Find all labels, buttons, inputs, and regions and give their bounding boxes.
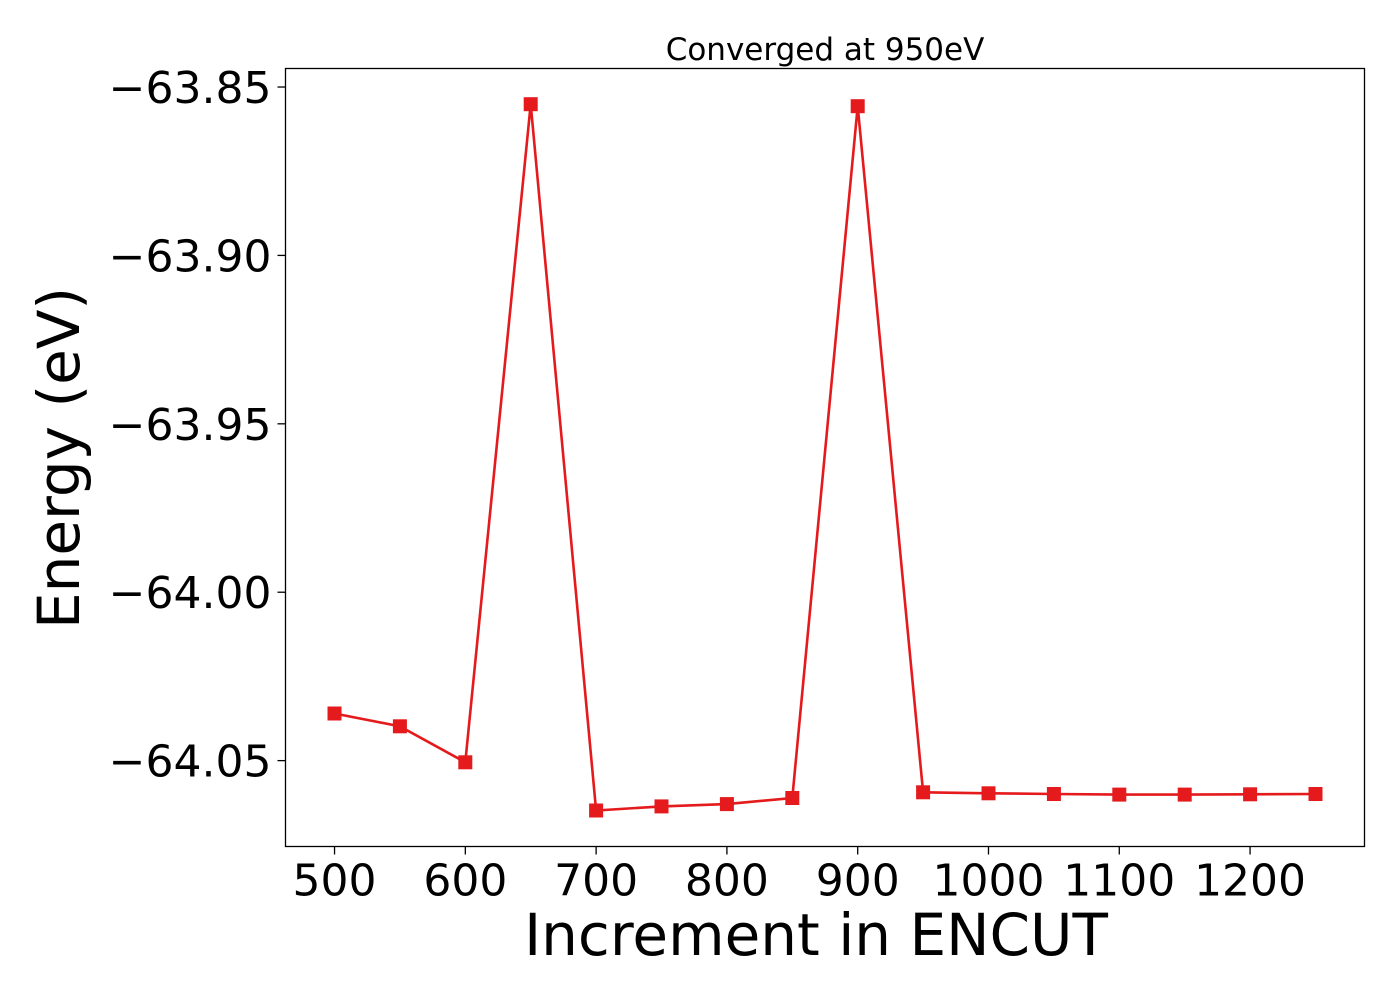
x-tick-label: 700 [554, 856, 638, 907]
x-tick-label: 900 [816, 856, 900, 907]
data-point-marker [1243, 787, 1258, 802]
data-point-marker [458, 755, 473, 770]
data-point-marker [719, 797, 734, 812]
energy-series-markers [327, 97, 1323, 818]
y-axis-ticks: −63.85 −63.90 −63.95 −64.00 −64.05 [109, 63, 286, 788]
data-point-marker [523, 97, 538, 112]
data-point-marker [850, 99, 865, 114]
data-point-marker [1177, 787, 1192, 802]
data-point-marker [392, 719, 407, 734]
data-point-marker [327, 706, 342, 721]
x-tick-label: 800 [685, 856, 769, 907]
data-point-marker [1112, 787, 1127, 802]
x-tick-label: 1200 [1194, 856, 1306, 907]
y-tick-label: −64.00 [109, 568, 272, 619]
x-tick-label: 600 [423, 856, 507, 907]
energy-series-line [334, 104, 1316, 812]
plot-frame [284, 67, 1366, 848]
data-point-marker [785, 791, 800, 805]
data-point-marker [589, 803, 604, 818]
data-point-marker [981, 786, 996, 801]
y-axis-label: Energy (eV) [25, 287, 93, 629]
chart-title: Converged at 950eV [666, 32, 985, 68]
y-tick-label: −63.90 [109, 231, 272, 282]
y-tick-label: −64.05 [109, 737, 272, 788]
y-tick-label: −63.85 [109, 63, 272, 114]
data-point-marker [916, 785, 931, 800]
data-point-marker [1308, 787, 1323, 801]
x-tick-label: 1000 [932, 856, 1044, 907]
data-point-marker [1046, 787, 1061, 801]
x-axis-ticks: 500 600 700 800 900 1000 1100 1200 [293, 846, 1306, 907]
x-tick-label: 1100 [1063, 856, 1175, 907]
x-tick-label: 500 [293, 856, 377, 907]
x-axis-label: Increment in ENCUT [524, 901, 1108, 969]
y-tick-label: −63.95 [109, 400, 272, 451]
data-point-marker [654, 799, 669, 814]
